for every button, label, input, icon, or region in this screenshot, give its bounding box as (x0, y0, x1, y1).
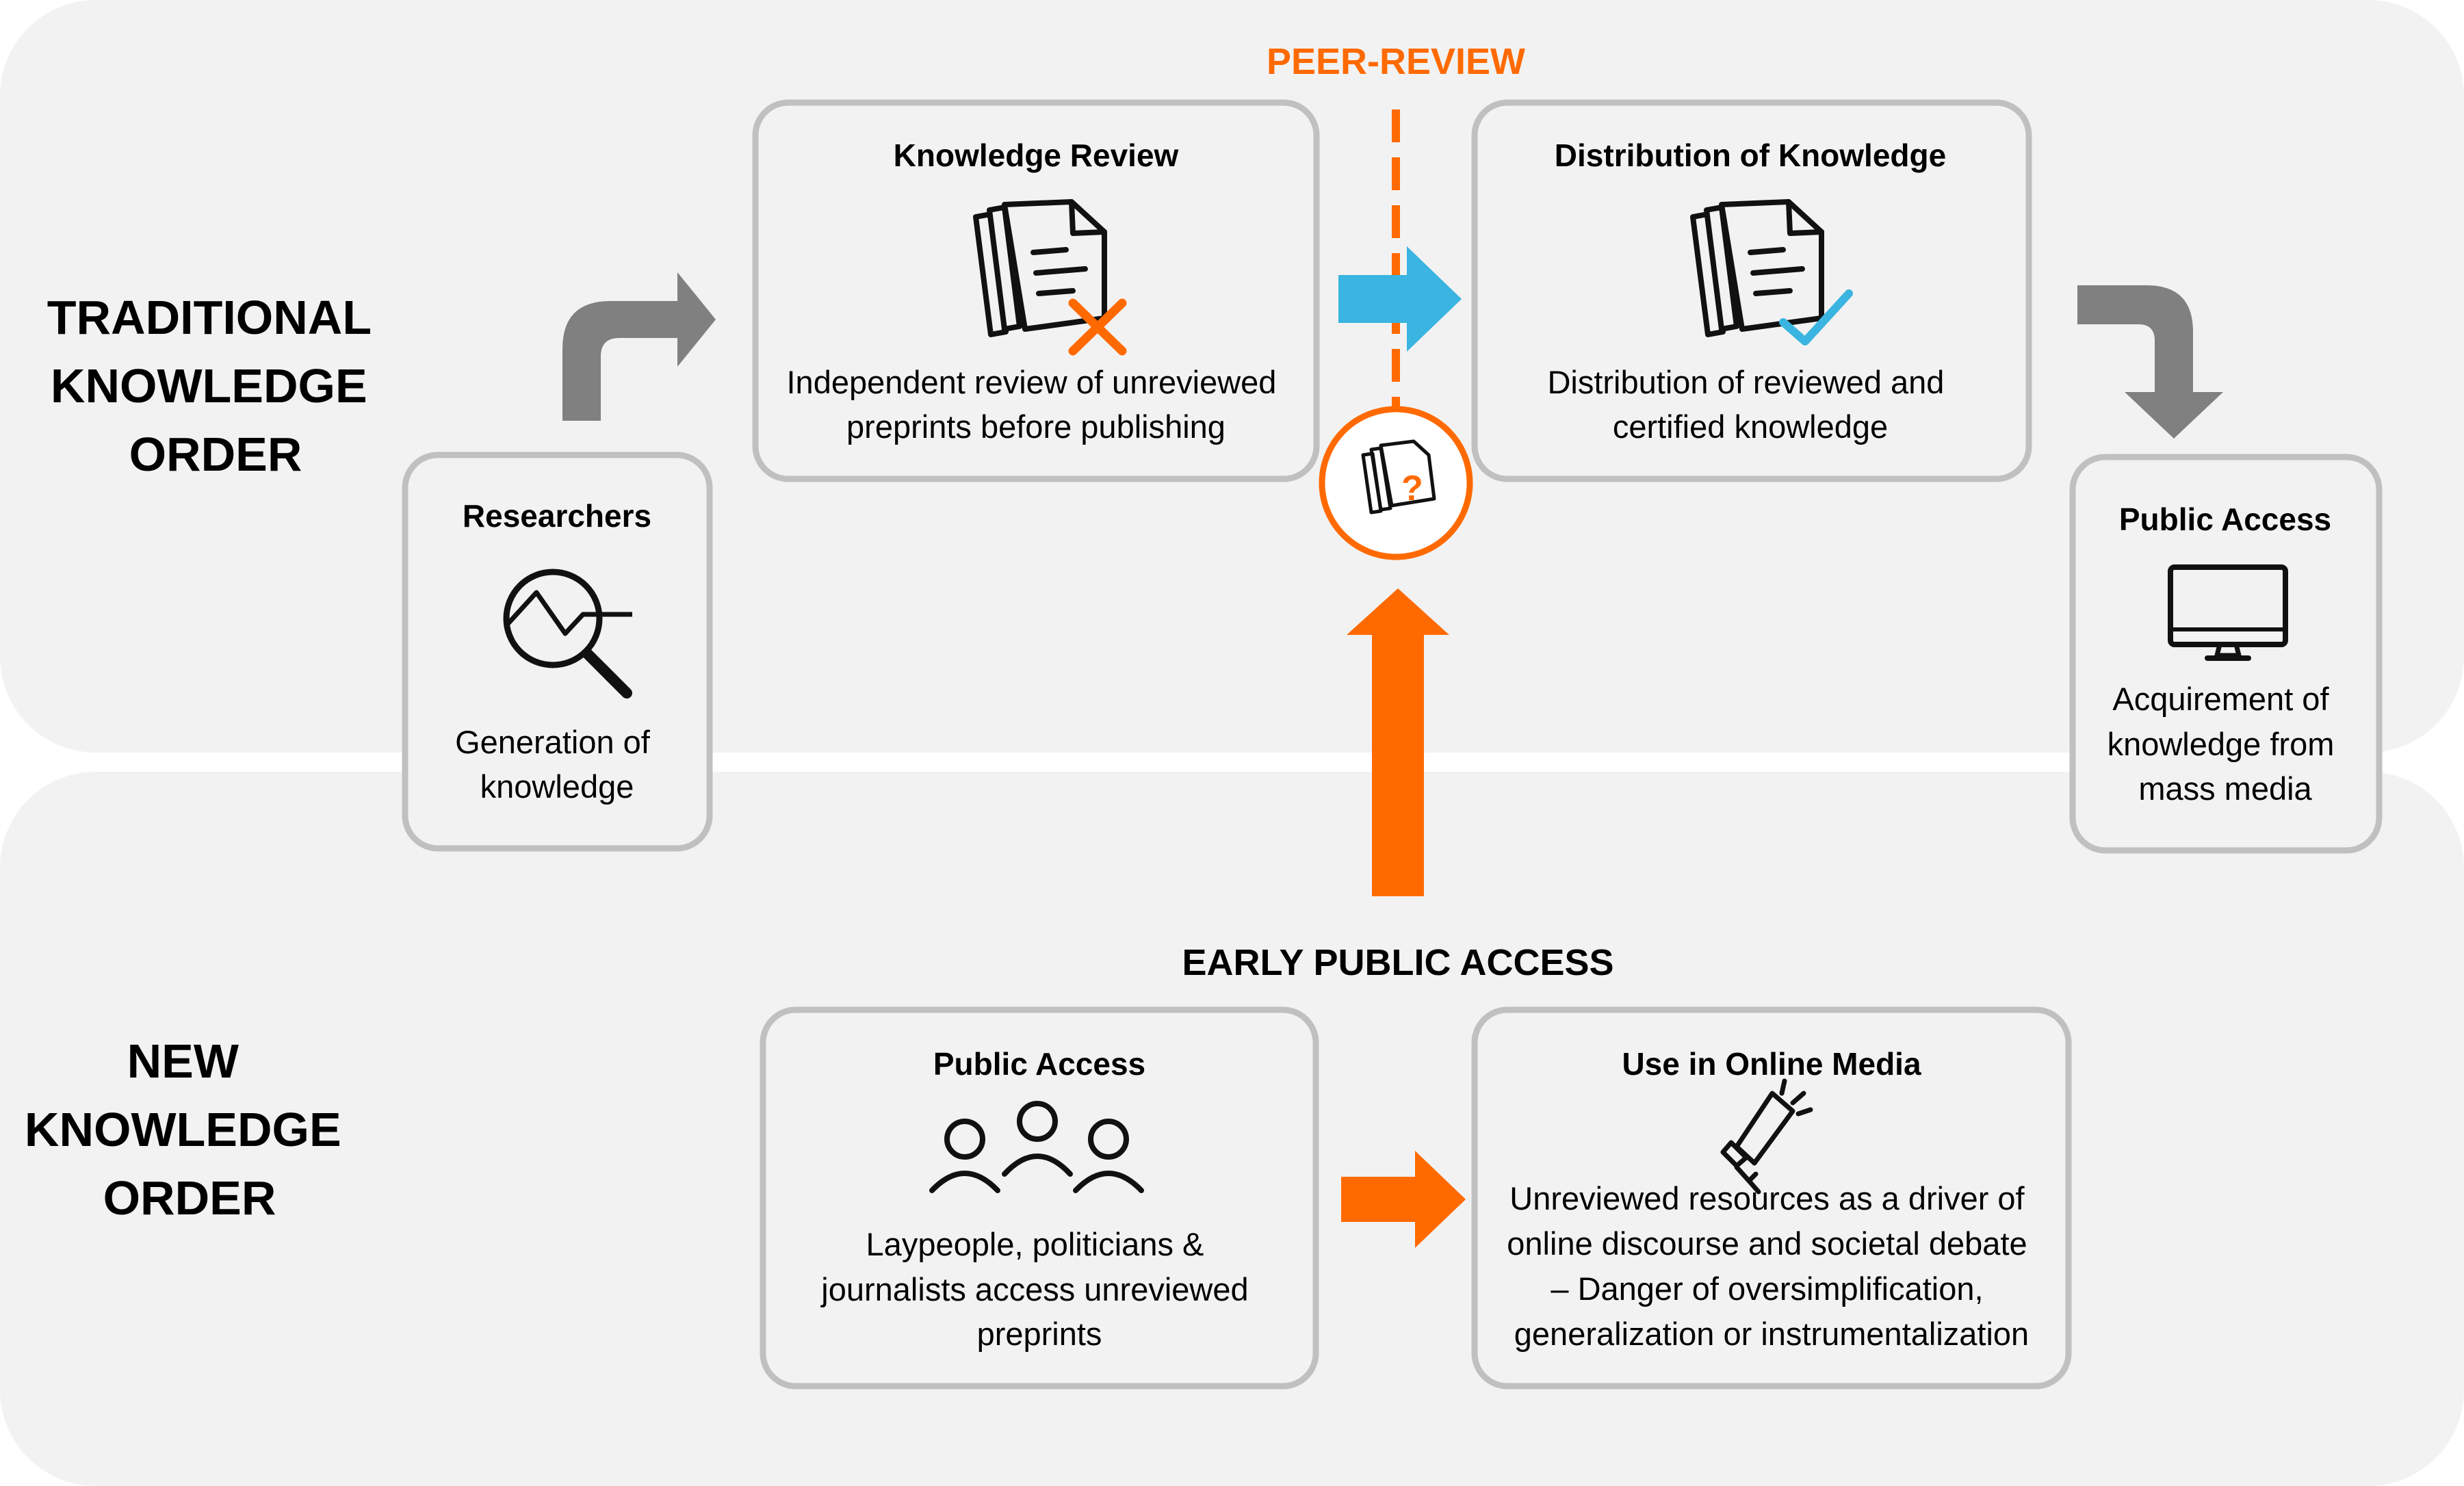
researchers-description: Generation of knowledge (455, 724, 659, 805)
knowledge-review-description: Independent review of unreviewed preprin… (787, 364, 1286, 445)
researchers-card: Researchers Generation of knowledge (402, 452, 713, 852)
traditional-order-label: TRADITIONAL KNOWLEDGE ORDER (47, 291, 385, 481)
early-public-access-label: EARLY PUBLIC ACCESS (1182, 942, 1613, 983)
distribution-title: Distribution of Knowledge (1555, 138, 1946, 173)
distribution-card: Distribution of Knowledge Distribution o… (1471, 99, 2032, 482)
researchers-title: Researchers (463, 498, 651, 534)
public-access-bottom-title: Public Access (933, 1046, 1145, 1082)
peer-review-question-badge: ? (1319, 406, 1473, 560)
online-media-description: Unreviewed resources as a driver of onli… (1507, 1180, 2036, 1352)
review-to-distribution-arrow (1338, 246, 1462, 352)
public-access-top-card: Public Access Acquirement of knowledge f… (2069, 454, 2383, 854)
public-access-top-title: Public Access (2119, 501, 2331, 537)
online-media-title: Use in Online Media (1622, 1046, 1921, 1082)
svg-text:?: ? (1401, 469, 1423, 508)
megaphone-icon (1720, 1078, 1813, 1195)
researchers-to-review-arrow (562, 272, 716, 421)
people-group-icon (929, 1101, 1144, 1193)
magnifier-chart-icon (503, 569, 632, 699)
documents-cross-icon (973, 199, 1127, 356)
new-order-label: NEW KNOWLEDGE ORDER (25, 1034, 354, 1225)
online-media-card: Use in Online Media Unreviewed resources… (1471, 1006, 2072, 1390)
public-access-bottom-card: Public Access Laypeople, politicians & j… (760, 1006, 1319, 1390)
early-access-up-arrow (1347, 588, 1449, 896)
public-to-media-arrow (1341, 1151, 1466, 1248)
peer-review-label: PEER-REVIEW (1267, 41, 1525, 82)
public-access-bottom-description: Laypeople, politicians & journalists acc… (820, 1226, 1257, 1352)
public-access-top-description: Acquirement of knowledge from mass media (2108, 681, 2344, 807)
distribution-description: Distribution of reviewed and certified k… (1547, 364, 1953, 445)
distribution-to-public-arrow (2077, 285, 2223, 439)
knowledge-review-title: Knowledge Review (894, 138, 1179, 173)
knowledge-review-card: Knowledge Review Independent review of u… (752, 99, 1320, 482)
documents-check-icon (1690, 199, 1853, 346)
monitor-icon (2168, 564, 2288, 661)
